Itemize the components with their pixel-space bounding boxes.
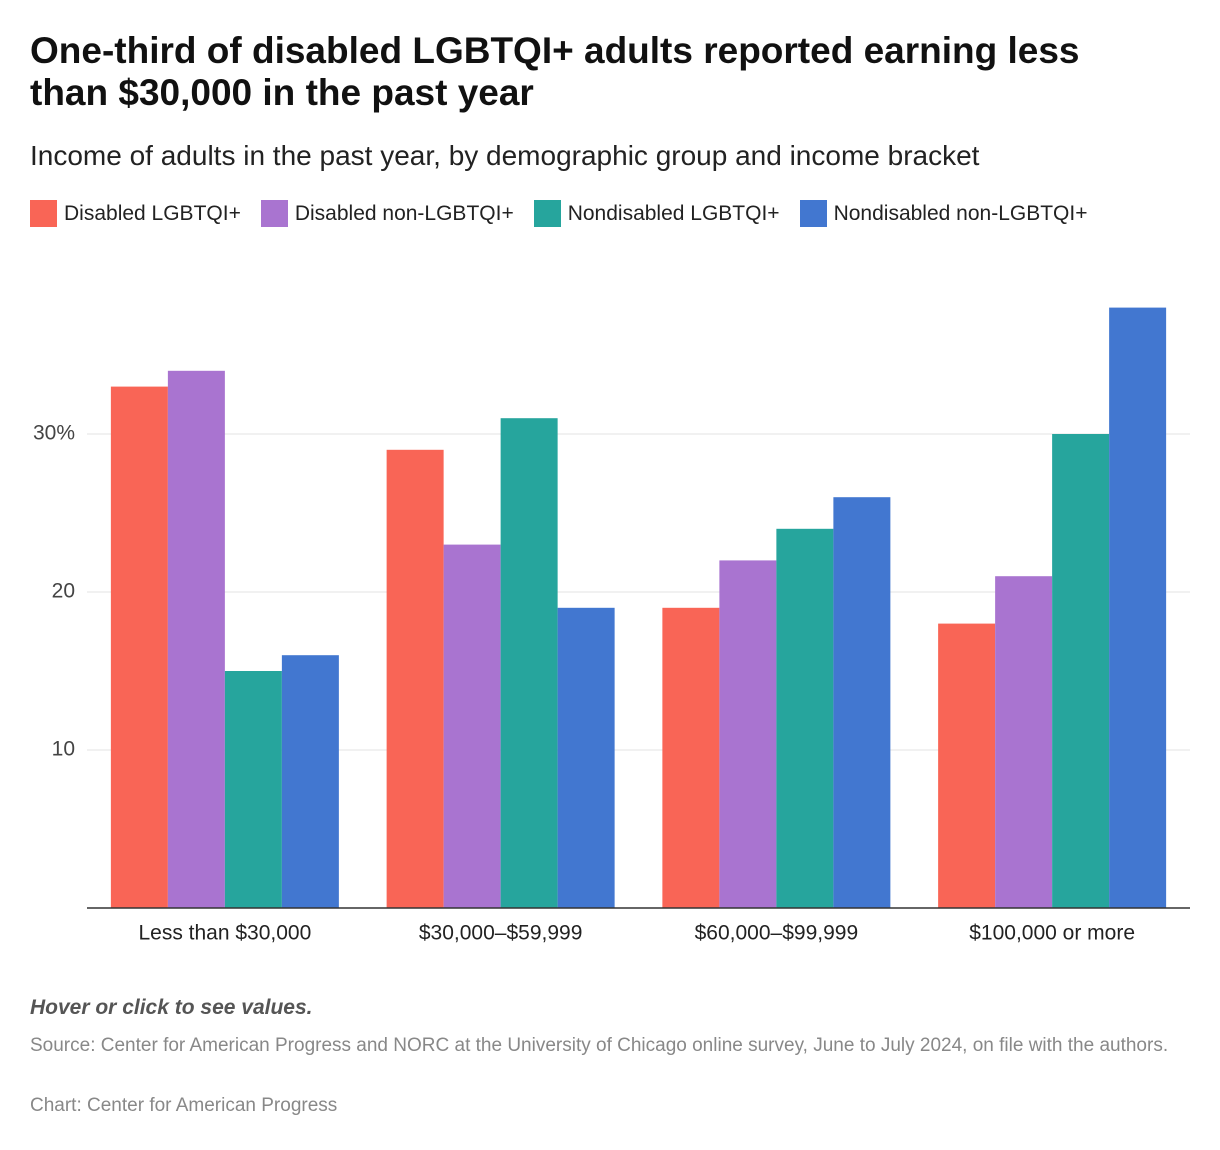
bar xyxy=(386,449,444,908)
bar xyxy=(1052,434,1110,908)
x-tick-label: $100,000 or more xyxy=(969,922,1135,945)
legend-item: Nondisabled non-LGBTQI+ xyxy=(799,200,1088,227)
legend-label: Nondisabled non-LGBTQI+ xyxy=(833,201,1088,225)
credit: Chart: Center for American Progress xyxy=(30,1095,338,1116)
legend-item: Disabled LGBTQI+ xyxy=(30,200,241,227)
legend: Disabled LGBTQI+ Disabled non-LGBTQI+ Nond… xyxy=(30,200,1087,227)
legend-swatch xyxy=(533,200,561,227)
x-tick-label: $30,000–$59,999 xyxy=(419,922,583,945)
legend-swatch xyxy=(260,200,288,227)
x-tick-label: $60,000–$99,999 xyxy=(695,922,859,945)
legend-item: Disabled non-LGBTQI+ xyxy=(260,200,514,227)
bar xyxy=(500,418,558,908)
legend-item: Nondisabled LGBTQI+ xyxy=(533,200,780,227)
legend-label: Nondisabled LGBTQI+ xyxy=(567,201,780,225)
chart-title: One-third of disabled LGBTQI+ adults rep… xyxy=(30,30,1080,113)
bar xyxy=(167,370,225,908)
legend-label: Disabled non-LGBTQI+ xyxy=(294,201,514,225)
legend-swatch xyxy=(30,200,57,227)
legend-label: Disabled LGBTQI+ xyxy=(64,201,241,225)
y-tick-label: 10 xyxy=(52,738,75,761)
bar xyxy=(443,544,501,908)
source: Source: Center for American Progress and… xyxy=(30,1035,1169,1056)
bar xyxy=(776,528,834,908)
bar xyxy=(719,560,777,908)
bar xyxy=(557,607,615,908)
bar xyxy=(833,497,891,908)
y-tick-label: 30% xyxy=(33,422,75,445)
bar xyxy=(224,671,282,908)
bar xyxy=(995,576,1053,908)
bar xyxy=(1109,307,1167,909)
bar xyxy=(938,623,996,908)
bar xyxy=(662,607,720,908)
legend-swatch xyxy=(799,200,827,227)
bar xyxy=(281,655,339,908)
chart-subtitle: Income of adults in the past year, by de… xyxy=(30,140,980,171)
note: Hover or click to see values. xyxy=(30,996,313,1019)
x-tick-label: Less than $30,000 xyxy=(138,922,311,945)
y-tick-label: 20 xyxy=(52,580,75,603)
bar xyxy=(110,386,168,909)
